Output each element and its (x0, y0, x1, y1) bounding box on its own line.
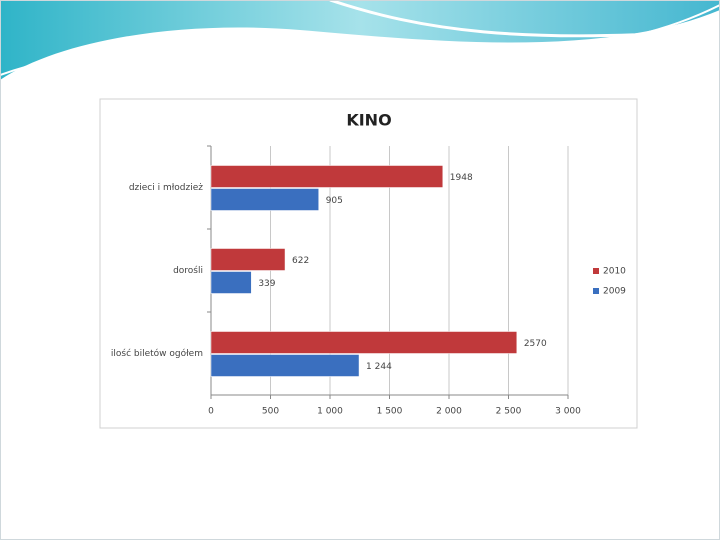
x-tick-label: 1 500 (377, 407, 403, 417)
header-wave (0, 0, 720, 80)
legend-label: 2009 (603, 287, 626, 297)
y-tick-label: dzieci i młodzież (129, 183, 203, 193)
data-label: 622 (292, 256, 309, 266)
x-tick-label: 2 500 (496, 407, 522, 417)
data-label: 339 (258, 279, 275, 289)
y-tick-label: ilość biletów ogółem (111, 348, 203, 359)
bar (210, 354, 360, 377)
data-label: 1948 (450, 173, 473, 183)
bar (210, 248, 286, 271)
x-tick-label: 0 (208, 407, 214, 417)
chart-title: KINO (346, 111, 391, 130)
x-tick-label: 500 (262, 407, 279, 417)
legend-swatch (593, 288, 599, 294)
header-line (329, 0, 720, 38)
x-tick-label: 3 000 (555, 407, 581, 417)
data-label: 1 244 (366, 362, 392, 372)
bar (210, 271, 252, 294)
bar (210, 188, 319, 211)
legend-swatch (593, 268, 599, 274)
data-label: 905 (326, 196, 343, 206)
bar (210, 331, 518, 354)
data-label: 2570 (524, 339, 547, 349)
legend-label: 2010 (603, 267, 626, 277)
chart-area (99, 98, 638, 429)
y-tick-label: dorośli (173, 265, 203, 276)
x-tick-label: 1 000 (317, 407, 343, 417)
bar (210, 165, 444, 188)
x-tick-label: 2 000 (436, 407, 462, 417)
